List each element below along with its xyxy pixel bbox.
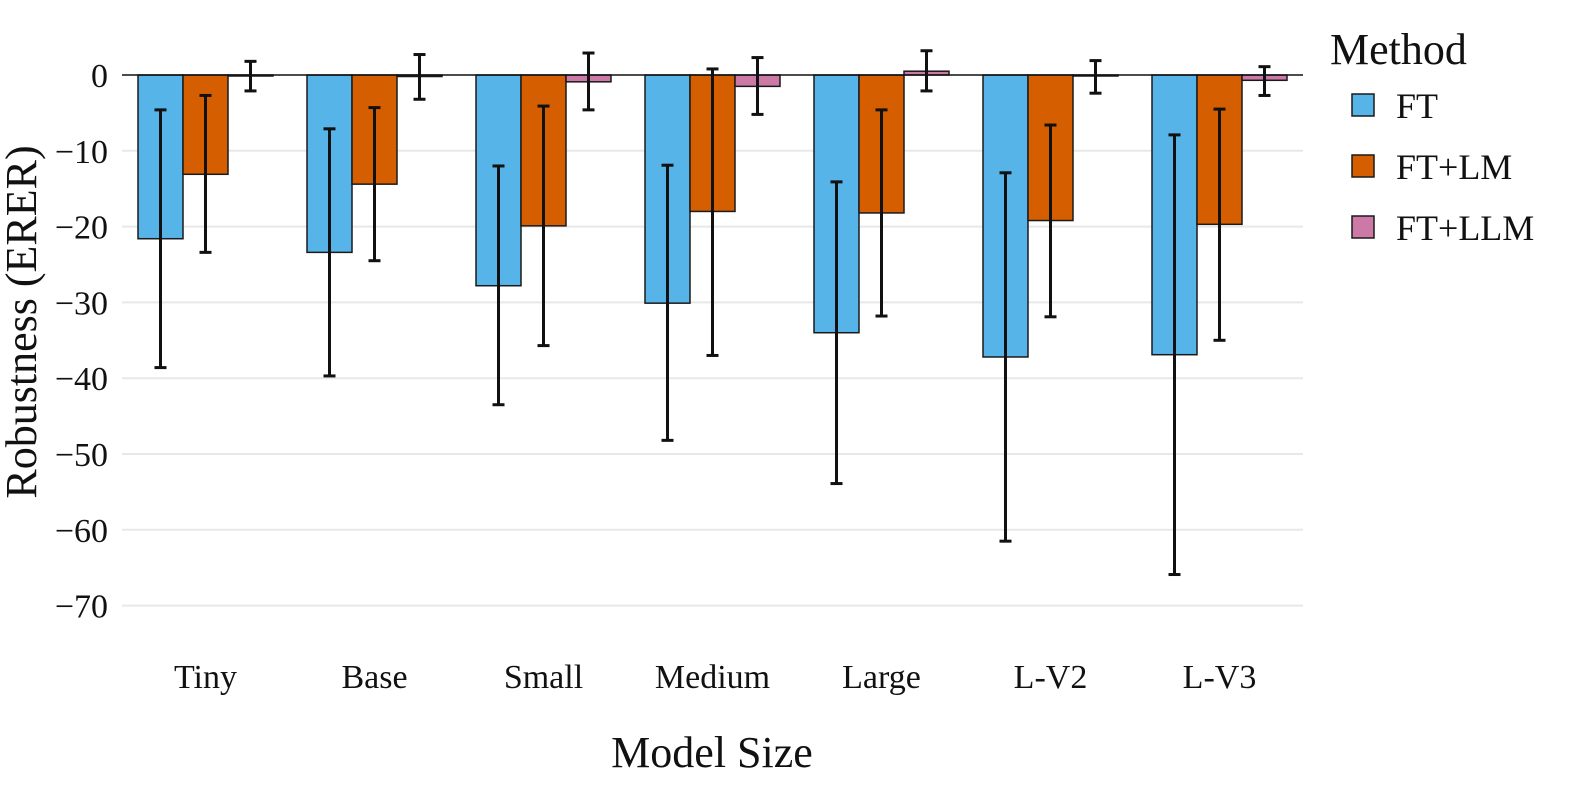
x-axis-ticks: Tiny Base Small Medium Large L-V2 L-V3 (174, 659, 1256, 696)
error-bar (920, 49, 933, 93)
error-bar (1258, 65, 1271, 97)
error-bar (875, 108, 888, 318)
y-tick-label: −10 (55, 134, 108, 171)
error-bar (154, 108, 167, 370)
error-bar (1213, 107, 1226, 342)
legend-items: FT FT+LM FT+LLM (1351, 86, 1534, 248)
error-bars (154, 49, 1271, 577)
error-bar (323, 127, 336, 378)
legend-item: FT+LM (1351, 147, 1512, 187)
x-tick-label: Small (504, 659, 583, 696)
error-bar (999, 171, 1012, 543)
x-tick-label: Tiny (174, 659, 237, 696)
legend: Method FT FT+LM FT+LLM (1330, 25, 1534, 248)
y-tick-label: −60 (55, 513, 108, 550)
error-bar (830, 180, 843, 486)
legend-swatch (1351, 93, 1375, 117)
error-bar (706, 67, 719, 357)
error-bar (1168, 133, 1181, 577)
error-bar (1089, 59, 1102, 95)
error-bar (413, 53, 426, 101)
legend-label: FT+LM (1396, 147, 1512, 187)
legend-label: FT+LLM (1396, 208, 1534, 248)
error-bar (199, 93, 212, 254)
legend-swatch (1351, 215, 1375, 239)
legend-swatch (1351, 154, 1375, 178)
y-tick-label: 0 (91, 58, 108, 95)
error-bar (368, 106, 381, 263)
error-bar (1044, 123, 1057, 319)
y-tick-label: −20 (55, 210, 108, 247)
legend-item: FT+LLM (1351, 208, 1534, 248)
x-axis-title: Model Size (611, 728, 813, 777)
y-tick-label: −30 (55, 285, 108, 322)
legend-item: FT (1351, 86, 1438, 126)
y-tick-label: −40 (55, 361, 108, 398)
error-bar (751, 56, 764, 116)
error-bar (492, 164, 505, 407)
y-axis-title: Robustness (ERER) (0, 145, 46, 498)
y-tick-label: −50 (55, 437, 108, 474)
x-tick-label: Large (842, 659, 921, 696)
legend-label: FT (1396, 86, 1438, 126)
error-bar (244, 59, 257, 93)
y-tick-label: −70 (55, 589, 108, 626)
x-tick-label: Base (341, 659, 407, 696)
error-bar (537, 104, 550, 348)
error-bar (661, 163, 674, 442)
x-tick-label: L-V3 (1183, 659, 1257, 696)
x-tick-label: Medium (655, 659, 770, 696)
error-bar (582, 51, 595, 112)
x-tick-label: L-V2 (1014, 659, 1088, 696)
legend-title: Method (1330, 25, 1467, 74)
y-axis-ticks: 0 −10 −20 −30 −40 −50 −60 −70 (55, 58, 108, 626)
